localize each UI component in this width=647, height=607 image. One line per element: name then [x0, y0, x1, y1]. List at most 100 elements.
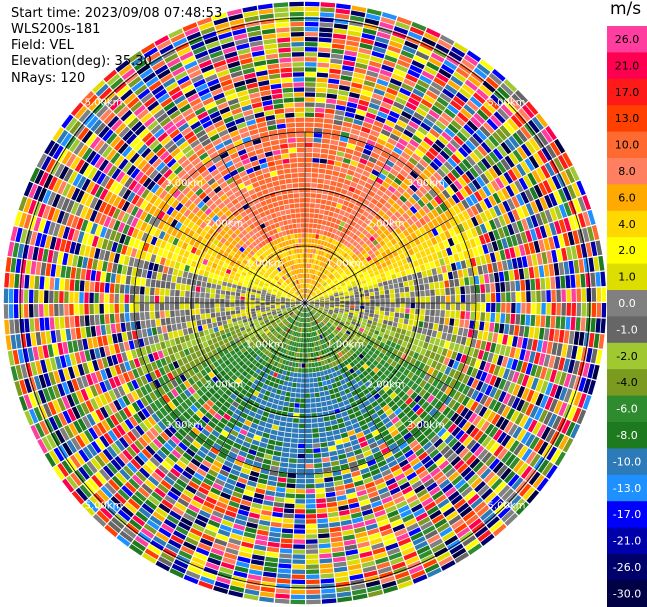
- range-gate: [399, 169, 409, 178]
- range-gate: [492, 523, 507, 537]
- range-gate: [516, 462, 529, 476]
- range-gate: [457, 382, 466, 393]
- range-gate: [331, 217, 337, 223]
- range-gate: [396, 16, 412, 26]
- range-gate: [394, 255, 401, 262]
- range-gate: [369, 129, 380, 138]
- range-gate: [406, 422, 416, 432]
- range-gate: [366, 70, 379, 78]
- range-gate: [438, 460, 450, 471]
- range-gate: [340, 250, 346, 256]
- range-gate: [426, 394, 435, 404]
- range-gate: [503, 380, 512, 392]
- range-gate: [395, 21, 410, 31]
- range-gate: [431, 252, 439, 261]
- range-gate: [422, 391, 431, 401]
- range-gate: [410, 531, 424, 541]
- range-gate: [336, 586, 351, 593]
- range-gate: [309, 258, 312, 264]
- range-gate: [315, 483, 325, 489]
- range-gate: [414, 229, 422, 238]
- range-gate: [452, 547, 467, 559]
- range-gate: [314, 299, 320, 301]
- range-gate: [355, 297, 360, 301]
- range-gate: [334, 273, 340, 278]
- range-gate: [417, 258, 424, 266]
- range-gate: [306, 584, 320, 590]
- range-gate: [357, 196, 365, 203]
- range-gate: [490, 478, 503, 491]
- range-gate: [339, 321, 345, 326]
- range-gate: [361, 222, 368, 229]
- range-gate: [374, 509, 386, 518]
- range-gate: [305, 67, 317, 72]
- range-gate: [301, 368, 305, 373]
- range-gate: [351, 330, 357, 336]
- range-gate: [293, 372, 298, 378]
- range-gate: [343, 353, 349, 360]
- range-gate: [451, 193, 461, 204]
- range-gate: [365, 374, 372, 381]
- range-gate: [265, 556, 279, 563]
- range-gate: [521, 256, 528, 268]
- range-gate: [402, 165, 412, 174]
- range-gate: [271, 460, 280, 467]
- range-gate: [530, 314, 536, 327]
- range-gate: [480, 382, 489, 394]
- range-gate: [333, 310, 339, 314]
- range-gate: [305, 328, 307, 333]
- range-gate: [408, 476, 420, 485]
- range-gate: [317, 52, 331, 58]
- range-gate: [406, 226, 414, 235]
- range-gate: [497, 333, 504, 344]
- range-gate: [362, 121, 373, 129]
- range-gate: [373, 317, 379, 323]
- range-gate: [337, 286, 342, 291]
- range-gate: [381, 323, 387, 329]
- range-gate: [326, 195, 334, 201]
- range-gate: [469, 96, 483, 108]
- range-gate: [398, 138, 409, 147]
- range-gate: [310, 203, 316, 208]
- range-gate: [348, 25, 363, 32]
- range-gate: [327, 154, 336, 161]
- range-gate: [556, 303, 561, 316]
- range-gate: [375, 299, 380, 303]
- range-gate: [289, 402, 295, 408]
- range-gate: [470, 216, 479, 227]
- range-gate: [500, 158, 511, 171]
- range-gate: [305, 534, 318, 539]
- range-gate: [374, 477, 385, 486]
- range-gate: [511, 93, 525, 107]
- range-gate: [337, 248, 343, 254]
- range-gate: [332, 38, 346, 45]
- range-gate: [344, 278, 350, 283]
- range-gate: [321, 401, 327, 407]
- range-gate: [444, 340, 451, 349]
- range-gate: [475, 129, 488, 141]
- range-gate: [310, 408, 317, 413]
- range-gate: [308, 263, 312, 269]
- range-gate: [395, 371, 403, 379]
- range-gate: [309, 300, 314, 302]
- range-gate: [330, 531, 342, 538]
- range-gate: [376, 201, 384, 209]
- range-gate: [319, 158, 328, 164]
- range-gate: [414, 540, 429, 551]
- range-gate: [312, 293, 317, 297]
- range-gate: [409, 413, 419, 422]
- range-gate: [323, 467, 332, 473]
- range-gate: [328, 78, 340, 85]
- range-gate: [314, 473, 324, 479]
- range-gate: [322, 291, 328, 295]
- range-gate: [460, 294, 466, 303]
- range-gate: [545, 315, 551, 328]
- range-gate: [406, 409, 415, 418]
- range-gate: [447, 358, 455, 368]
- range-gate: [496, 145, 508, 158]
- range-gate: [453, 135, 464, 146]
- range-gate: [343, 211, 350, 218]
- range-gate: [479, 125, 491, 138]
- range-gate: [498, 391, 507, 403]
- range-gate: [298, 363, 302, 368]
